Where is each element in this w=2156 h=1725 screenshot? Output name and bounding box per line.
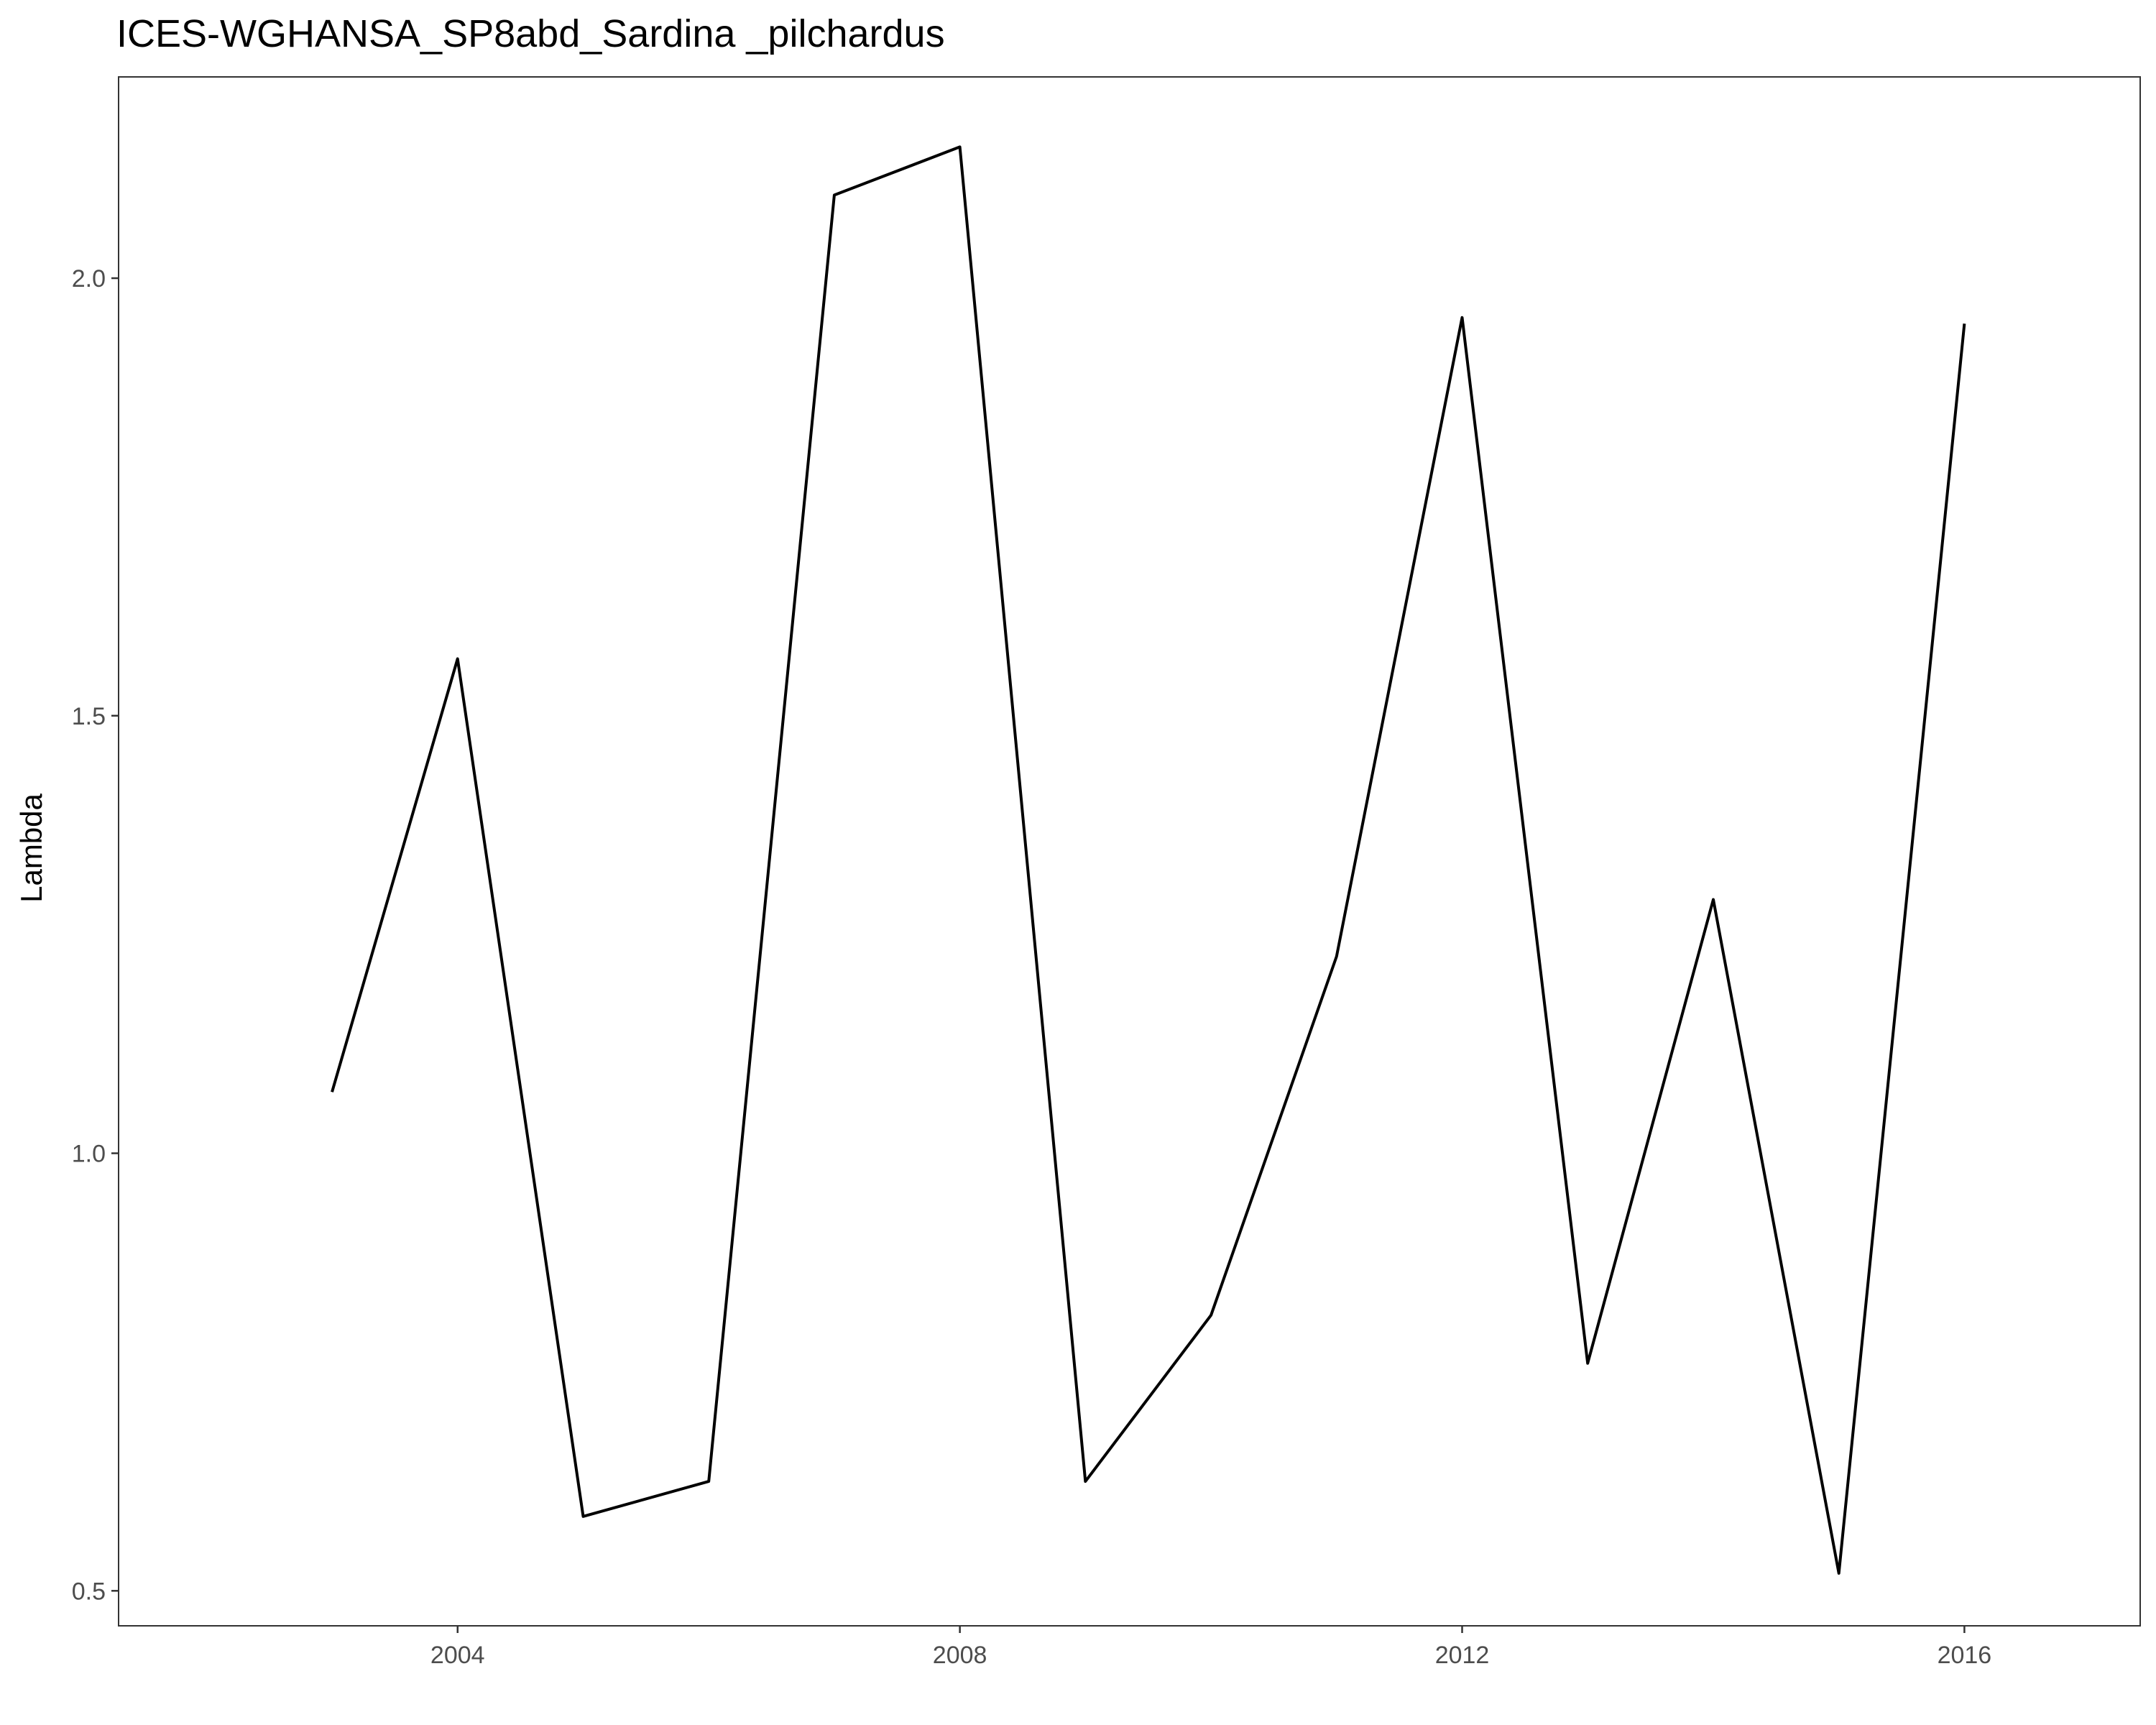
- y-tick-label: 1.0: [72, 1141, 106, 1168]
- y-axis-ticks: 0.5 1.0 1.5 2.0: [72, 265, 119, 1605]
- y-tick-label: 0.5: [72, 1578, 106, 1605]
- chart-title: ICES-WGHANSA_SP8abd_Sardina _pilchardus: [116, 12, 945, 55]
- series-line: [331, 145, 1966, 1575]
- y-axis-title: Lambda: [14, 793, 48, 902]
- x-tick-label: 2008: [933, 1642, 987, 1669]
- x-axis-ticks: 2004 2008 2012 2016: [430, 1626, 1991, 1669]
- x-tick-label: 2004: [430, 1642, 485, 1669]
- plot-panel-border: [118, 76, 2141, 1627]
- series-layer: [331, 145, 1966, 1575]
- y-tick-label: 2.0: [72, 265, 106, 293]
- x-tick-label: 2016: [1938, 1642, 1992, 1669]
- y-tick-label: 1.5: [72, 703, 106, 730]
- x-tick-label: 2012: [1435, 1642, 1490, 1669]
